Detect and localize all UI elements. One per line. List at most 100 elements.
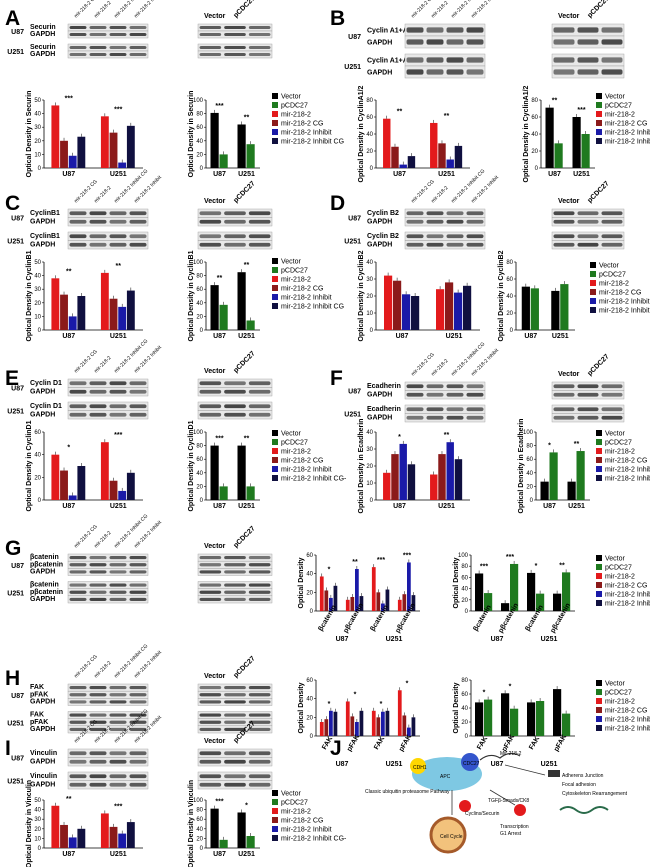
legend-label: mir-218-2 CG — [281, 121, 323, 128]
blot-band — [69, 25, 87, 30]
target-label: βcatenin — [30, 582, 59, 589]
blot-band — [199, 556, 222, 560]
blot-band — [426, 234, 444, 239]
y-tick-label: 20 — [526, 484, 533, 490]
legend-label: Vector — [599, 263, 620, 270]
bar — [68, 316, 77, 330]
y-tick-label: 40 — [306, 697, 313, 703]
y-tick-label: 10 — [366, 311, 373, 317]
blot-band — [199, 713, 222, 717]
bar — [359, 596, 364, 611]
blot-band — [248, 52, 271, 57]
bar — [237, 445, 246, 500]
legend-label: pCDC27 — [605, 440, 632, 447]
bar — [384, 275, 393, 330]
significance-label: *** — [114, 106, 122, 113]
blot-band — [224, 381, 246, 386]
blot-band — [109, 389, 127, 394]
bar — [68, 155, 77, 168]
vector-lane-label: Vector — [204, 368, 226, 375]
y-tick-label: 60 — [196, 287, 203, 293]
blot-band — [109, 583, 127, 587]
x-tick-label: pFAK — [553, 734, 568, 753]
blot-band — [129, 713, 147, 717]
bar — [51, 805, 60, 848]
bar — [77, 296, 86, 330]
y-tick-label: 60 — [461, 692, 468, 698]
legend-label: pCDC27 — [281, 268, 308, 275]
blot-band — [406, 219, 424, 224]
bar — [68, 495, 77, 500]
blot-band — [426, 242, 444, 247]
significance-label: ** — [574, 441, 580, 448]
y-tick-label: 20 — [366, 149, 373, 155]
target-label: Cyclin A1+A2 — [367, 58, 412, 65]
bar — [210, 285, 219, 330]
legend-d: Vector pCDC27 mir-218-2 mir-218-2 CG mir-218… — [590, 262, 650, 315]
blot-band — [553, 384, 575, 389]
blot-band — [224, 412, 246, 417]
x-tick-label: U251 — [238, 851, 255, 858]
legend-swatch — [272, 817, 278, 823]
y-tick-label: 20 — [306, 590, 313, 596]
diagram-node-label: Classic ubiquitin proteasome Pathway — [365, 789, 450, 795]
blot-band — [69, 686, 87, 690]
panel-letter-d: D — [330, 192, 345, 215]
legend-label: mir-218-2 CG — [599, 290, 641, 297]
blot-band — [89, 713, 107, 717]
y-axis-label: Optical Density in CyclinD1 — [188, 420, 195, 511]
significance-label: * — [509, 683, 512, 690]
target-label: GAPDH — [367, 40, 392, 47]
legend-swatch — [596, 111, 602, 117]
bar — [350, 597, 355, 611]
blot-band — [199, 25, 222, 30]
blot-band — [466, 27, 484, 33]
diagram-node-label: G1 Arrest — [500, 831, 522, 837]
legend-swatch — [596, 555, 602, 561]
lane-label: mir-218-2 — [93, 185, 113, 205]
blot-band — [426, 219, 444, 224]
significance-label: * — [67, 445, 70, 452]
y-tick-label: 20 — [34, 139, 41, 145]
bar — [567, 481, 576, 500]
blot-band — [577, 234, 599, 239]
blot-strip — [404, 217, 486, 227]
blot-band — [577, 69, 599, 75]
legend-swatch — [596, 716, 602, 722]
panel-letter-j: J — [330, 737, 342, 760]
y-tick-label: 60 — [306, 553, 313, 559]
legend-swatch — [596, 102, 602, 108]
blot-band — [426, 57, 444, 63]
x-tick-label: U87 — [62, 503, 75, 510]
blot-band — [577, 242, 599, 247]
blot-band — [129, 583, 147, 587]
y-tick-label: 40 — [506, 294, 513, 300]
y-tick-label: 10 — [34, 152, 41, 158]
blot-band — [129, 570, 147, 574]
legend-swatch — [596, 698, 602, 704]
group-label-u251: U251 — [386, 761, 403, 768]
y-tick-label: 0 — [530, 498, 534, 504]
legend-swatch — [272, 303, 278, 309]
significance-label: * — [328, 566, 331, 573]
y-tick-label: 100 — [193, 260, 204, 266]
legend-swatch — [272, 439, 278, 445]
bar — [60, 140, 68, 168]
blot-band — [69, 45, 87, 50]
legend-label: mir-218-2 Inhibit CG- — [281, 476, 347, 483]
legend-swatch — [272, 475, 278, 481]
blot-band — [577, 392, 599, 397]
blot-band — [224, 713, 246, 717]
vector-lane-label: Vector — [204, 543, 226, 550]
y-tick-label: 20 — [196, 314, 203, 320]
significance-label: *** — [506, 554, 514, 561]
group-label-u87: U87 — [491, 636, 504, 643]
y-tick-label: 80 — [506, 260, 513, 266]
